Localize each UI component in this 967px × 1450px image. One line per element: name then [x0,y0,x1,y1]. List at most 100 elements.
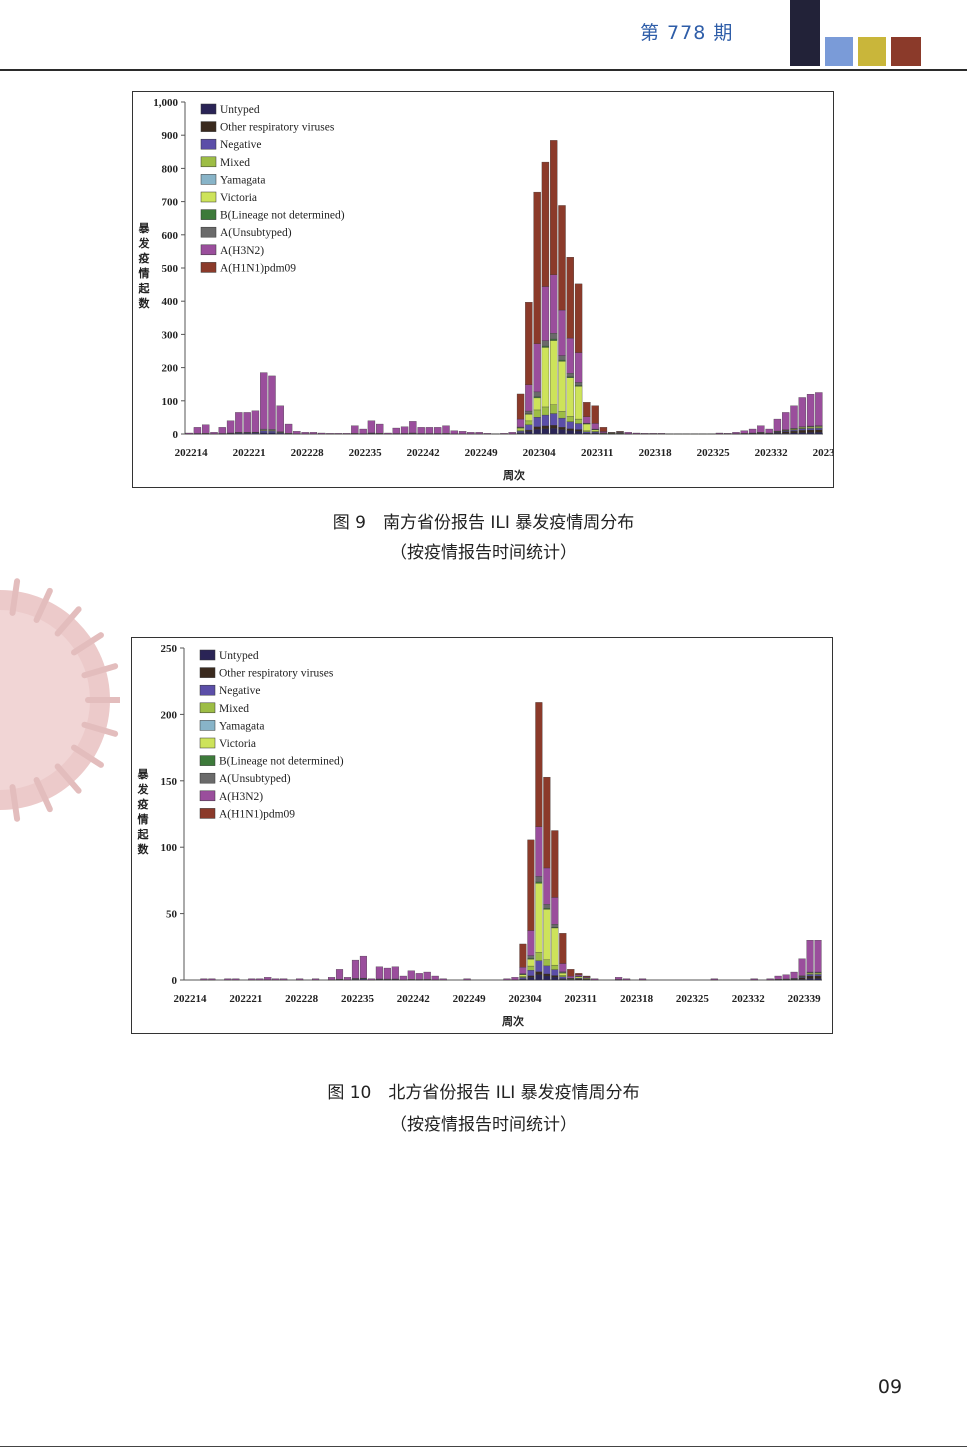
bar-segment [583,975,591,977]
bar-segment [367,420,376,434]
bar-segment [591,431,599,434]
bar-segment [782,431,790,434]
bar-segment [312,978,320,981]
bar-segment [551,897,559,925]
legend-label: Untyped [220,104,260,116]
bar-segment [543,904,551,909]
bar-segment [326,433,334,435]
bar-segment [814,974,822,977]
bar-segment [384,432,392,435]
bar-segment [574,352,583,383]
y-tick-label: 50 [166,909,178,921]
bar-segment [550,428,558,435]
x-tick-label: 202242 [397,993,431,1005]
legend-swatch [200,103,217,115]
bar-segment [359,428,367,434]
legend-label: A(H3N2) [220,245,264,257]
bar-segment [798,958,806,976]
caption-south-line2: （按疫情报告时间统计） [390,543,577,563]
bar-segment [334,433,342,435]
y-tick-label: 800 [162,163,179,175]
bar-segment [558,355,566,361]
legend-label: A(H3N2) [219,791,263,803]
legend-label: B(Lineage not determined) [220,210,345,222]
bar-segment [550,338,558,341]
chart-south: 0 100 200 300 400 500 600 700 800 900 1,000 暴发疫情起数 2… [132,91,834,488]
bar-segment [806,432,815,435]
x-tick-label: 202214 [173,993,207,1005]
header-rule [0,69,967,71]
bar-segment [798,428,806,431]
bar-segment [359,955,367,979]
bar-segment [243,412,251,433]
bar-segment [268,375,276,430]
header-block-yellow [858,37,886,66]
bar-segment [715,432,724,434]
bar-segment [533,391,541,397]
bar-segment [525,302,533,385]
bar-segment [516,431,525,433]
bar-segment [284,423,293,434]
bar-segment [710,978,718,980]
bar-segment [551,927,559,966]
bar-segment [566,421,574,429]
bar-segment [732,432,740,434]
bar-segment [533,343,541,393]
bar-segment [335,969,344,980]
bar-segment [750,978,758,980]
bar-segment [519,967,527,974]
y-axis-label-char: 暴 [137,768,150,781]
chart-north: 0 50 100 150 200 250 暴发疫情起数 202214 202221 202228 2… [131,637,833,1034]
x-tick-label: 202249 [453,993,487,1005]
bar-segment [639,978,647,980]
header-block-blue [825,37,853,66]
y-tick-label: 500 [162,263,179,275]
bar-segment [574,423,583,430]
x-tick-label: 202214 [175,447,209,459]
bar-segment [431,975,439,980]
bar-segment [551,976,559,981]
bar-segment [527,955,535,959]
bar-segment [583,431,591,434]
y-axis-label-char: 情 [139,266,150,280]
y-axis-label-char: 暴 [138,222,151,235]
bar-segment [535,883,543,953]
bar-segment [535,952,543,961]
bar-segment [790,971,798,979]
bar-segment [766,978,774,980]
bar-segment [814,978,822,981]
legend-swatch [199,737,216,749]
bar-segment [550,140,558,275]
bar-segment [574,283,583,353]
legend-swatch [199,755,216,766]
bar-segment [541,414,550,427]
y-axis-label-char: 起 [137,827,150,841]
legend-label: Victoria [219,738,256,750]
bar-segment [798,430,806,433]
caption-north-line1: 图 10 北方省份报告 ILI 暴发疫情周分布 [327,1083,640,1103]
bar-segment [535,876,543,883]
bar-segment [264,977,272,980]
x-tick-label: 202228 [291,447,325,459]
y-tick-label: 900 [162,130,179,142]
bar-segment [575,973,583,975]
bar-segment [624,432,632,434]
bar-segment [439,978,447,981]
bar-segment [268,432,276,435]
x-tick-label: 202325 [697,447,731,459]
bar-segment [210,432,218,435]
bar-segment [574,386,583,420]
x-tick-label: 202325 [676,993,710,1005]
bar-segment [527,975,535,978]
bar-segment [525,429,533,432]
y-axis-label-char: 起 [138,281,151,295]
bar-segment [535,974,543,981]
bar-segment [806,978,814,981]
bar-segment [566,257,574,339]
bar-segment [798,432,806,435]
bar-segment [425,427,434,434]
y-axis-label-char: 情 [138,812,149,826]
bar-segment [773,418,782,432]
legend-label: Other respiratory viruses [219,668,334,680]
legend-swatch [200,121,217,132]
